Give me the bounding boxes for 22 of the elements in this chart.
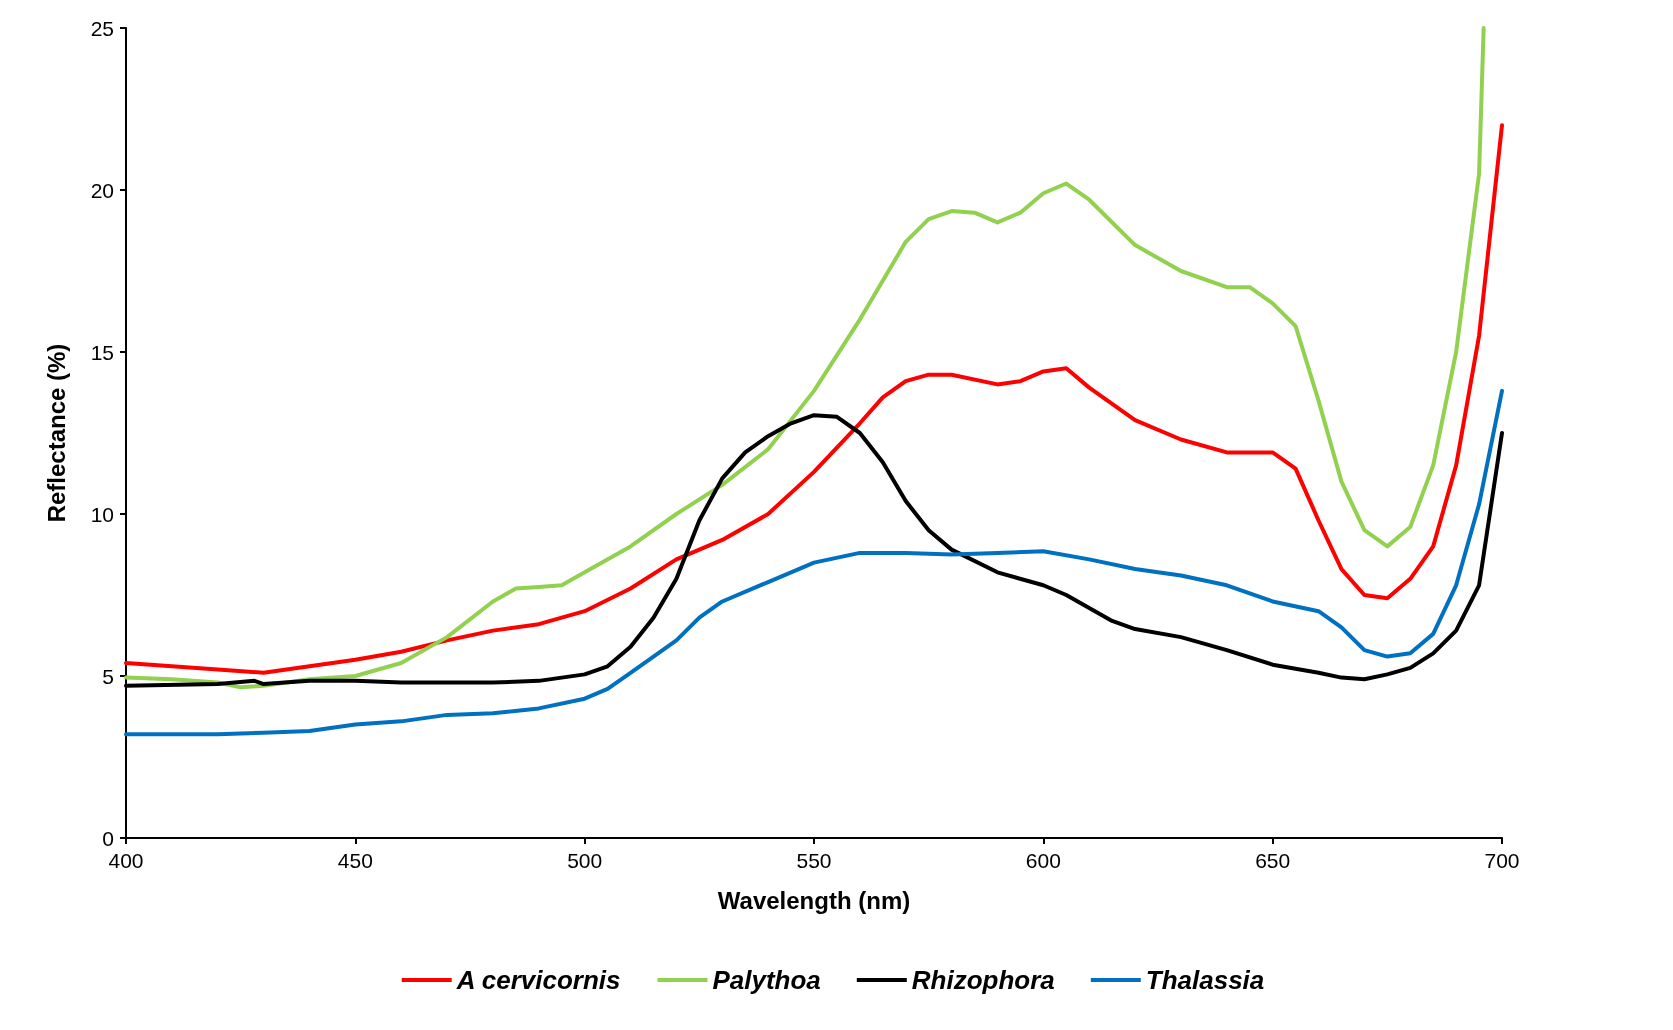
line-series (124, 123, 1504, 675)
y-tick-label: 25 (90, 16, 114, 40)
line-series (124, 388, 1504, 737)
x-tick-label: 450 (337, 849, 373, 872)
y-tick-label: 20 (90, 178, 114, 202)
x-tick-label: 500 (567, 849, 603, 872)
line-series (124, 26, 1486, 690)
x-axis-title: Wavelength (nm) (717, 886, 911, 914)
legend-label: Palythoa (712, 965, 821, 995)
x-tick-label: 550 (796, 849, 832, 872)
y-tick-label: 5 (102, 664, 114, 688)
x-tick-label: 700 (1484, 849, 1520, 872)
y-tick-label: 0 (102, 826, 114, 850)
y-tick-label: 10 (90, 502, 114, 526)
x-tick-label: 400 (108, 849, 144, 872)
x-tick-label: 600 (1025, 849, 1061, 872)
y-tick-label: 15 (90, 340, 114, 364)
legend-label: Rhizophora (911, 965, 1055, 995)
x-tick-label: 650 (1255, 849, 1291, 872)
legend-label: A cervicornis (455, 965, 621, 995)
legend-label: Thalassia (1145, 965, 1265, 995)
y-axis-title: Reflectance (%) (42, 343, 70, 523)
